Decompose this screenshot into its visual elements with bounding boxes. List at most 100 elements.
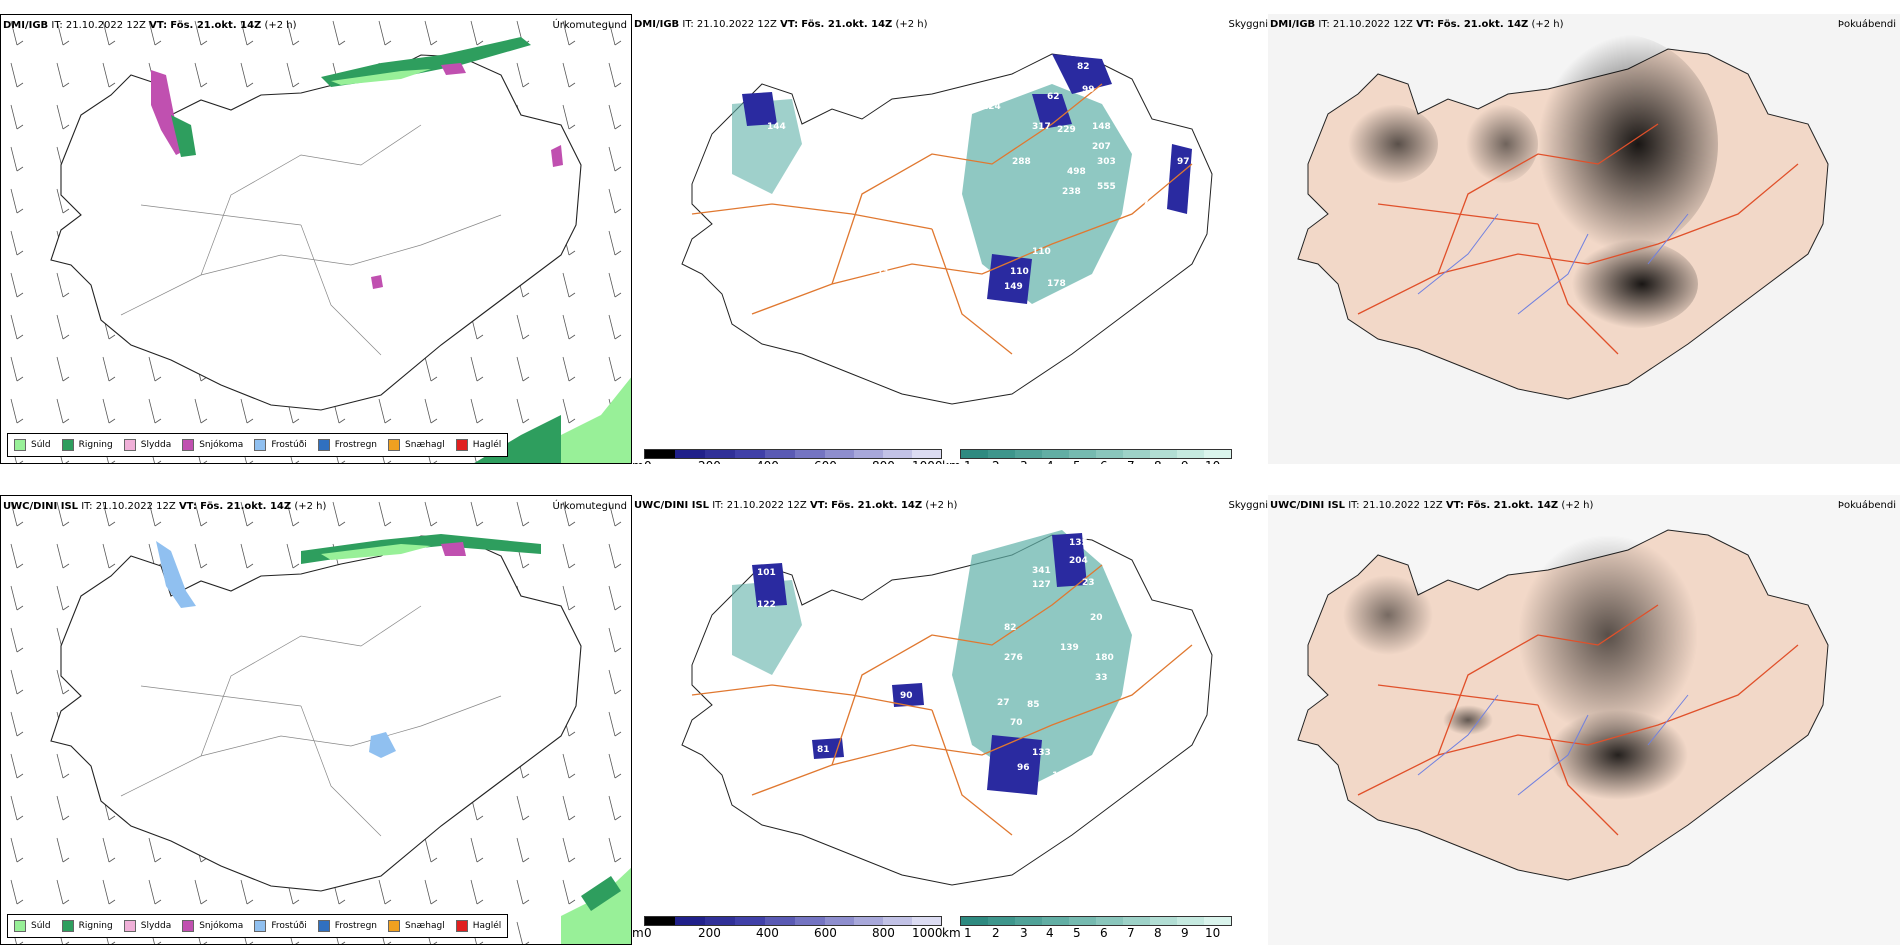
offset: (+2 h): [925, 500, 958, 511]
legend-item: Slydda: [123, 439, 171, 451]
legend-swatch: [455, 920, 468, 932]
vis-label: 204: [1069, 556, 1088, 566]
vis-label: 135: [1069, 538, 1088, 548]
fog-map-uwc: [1268, 495, 1900, 945]
fog-header-dmi: DMI/IGB IT: 21.10.2022 12Z VT: Fös. 21.o…: [1270, 19, 1564, 30]
model-name: DMI/IGB: [634, 19, 680, 30]
vis-header-uwc: UWC/DINI ISL IT: 21.10.2022 12Z VT: Fös.…: [634, 500, 957, 511]
iceland-outline: [50, 535, 582, 892]
it-label: IT:: [81, 501, 93, 512]
legend-swatch: [123, 920, 136, 932]
fog-area-southeast: [1558, 239, 1698, 329]
vis-label: 498: [1067, 167, 1086, 177]
fog-header-uwc: UWC/DINI ISL IT: 21.10.2022 12Z VT: Fös.…: [1270, 500, 1593, 511]
legend-item: Haglél: [455, 439, 501, 451]
vis-label: 82: [1077, 62, 1090, 72]
scale-tick: 5: [1073, 459, 1081, 464]
vis-label: 62: [1047, 92, 1060, 102]
vis-label: 71: [1172, 247, 1185, 257]
vis-panel-dmi: 82 97 62 99 124 59 144 317 229 148 300 2…: [632, 14, 1268, 464]
scale-tick: 7: [1127, 459, 1135, 464]
vis-label: 121: [1062, 300, 1081, 310]
low-vis-patch: [1167, 144, 1192, 214]
vis-label: 99: [722, 227, 735, 237]
scale-unit-m: m: [632, 459, 644, 464]
fog-area-central: [1443, 705, 1493, 735]
roads: [691, 83, 1193, 355]
legend-item: Súld: [14, 439, 51, 451]
scale-unit-km: km: [942, 459, 961, 464]
teal-field: [962, 84, 1132, 304]
teal-field: [952, 530, 1132, 785]
it-value: 21.10.2022 12Z: [696, 19, 777, 30]
legend-swatch: [388, 920, 401, 932]
vis-label: 229: [1057, 125, 1076, 135]
it-label: IT:: [1348, 500, 1360, 511]
vis-label: 20: [1090, 613, 1103, 623]
vis-value-labels: 135 204 341 23 127 30 101 122 82 20 139 …: [757, 538, 1165, 781]
vis-label: 110: [1032, 247, 1051, 257]
vis-label: 82: [1004, 623, 1017, 633]
scale-strip-m: [644, 449, 942, 459]
scale-tick: 10: [1205, 926, 1221, 940]
scale-tick: 600: [814, 926, 837, 940]
scale-tick: 3: [1020, 926, 1028, 940]
vis-label: 303: [1097, 157, 1116, 167]
vis-label: 85: [1027, 700, 1040, 710]
drizzle-band-north: [321, 544, 431, 560]
scale-tick: 10: [1205, 459, 1220, 464]
rain-band-north: [301, 534, 541, 564]
low-vis-patch: [752, 563, 787, 607]
offset: (+2 h): [1561, 500, 1594, 511]
model-name: UWC/DINI ISL: [634, 500, 710, 511]
scale-tick: 200: [698, 926, 721, 940]
it-value: 21.10.2022 12Z: [95, 501, 176, 512]
vis-label: 81: [817, 745, 830, 755]
vis-label: 149: [1004, 282, 1023, 292]
fog-map-dmi: [1268, 14, 1900, 464]
vis-label: 7: [902, 147, 908, 157]
vis-label: 207: [1092, 142, 1111, 152]
vis-label: 23: [1082, 578, 1095, 588]
precip-header-dmi: DMI/IGB IT: 21.10.2022 12Z VT: Fös. 21.o…: [3, 20, 297, 31]
vt-value: Fös. 21.okt. 14Z: [200, 501, 292, 512]
vis-title-uwc: Skyggni: [1228, 500, 1268, 511]
vt-label: VT:: [1445, 500, 1464, 511]
vis-label: 144: [767, 122, 786, 132]
vt-label: VT:: [780, 19, 799, 30]
legend-swatch: [61, 920, 74, 932]
vis-label: 110: [1010, 267, 1029, 277]
legend-item: Frostúði: [254, 439, 307, 451]
scale-tick: 6: [1100, 459, 1108, 464]
vis-label: 182: [1052, 771, 1071, 781]
vis-label: 38: [1172, 217, 1185, 227]
vt-value: Fös. 21.okt. 14Z: [831, 500, 923, 511]
legend-swatch: [317, 920, 330, 932]
vis-label: 141: [727, 239, 746, 249]
legend-item: Rigning: [61, 439, 113, 451]
precip-legend-uwc: Súld Rigning Slydda Snjókoma Frostúði Fr…: [7, 914, 509, 938]
model-name: DMI/IGB: [1270, 19, 1316, 30]
vt-value: Fös. 21.okt. 14Z: [1467, 500, 1559, 511]
vt-label: VT:: [149, 20, 168, 31]
fog-panel-dmi: DMI/IGB IT: 21.10.2022 12Z VT: Fös. 21.o…: [1268, 14, 1900, 464]
scale-tick: 800: [872, 926, 895, 940]
vt-value: Fös. 21.okt. 14Z: [801, 19, 893, 30]
vis-label: 341: [1032, 566, 1051, 576]
scale-tick: 3: [1020, 459, 1028, 464]
it-value: 21.10.2022 12Z: [1362, 500, 1443, 511]
vt-value: Fös. 21.okt. 14Z: [1437, 19, 1529, 30]
precip-panel-dmi: DMI/IGB IT: 21.10.2022 12Z VT: Fös. 21.o…: [0, 14, 632, 464]
scale-tick: 2: [992, 926, 1000, 940]
vis-label: 166: [712, 177, 731, 187]
vis-scale-km: km 1 2 3 4 5 6 7 8 9 10: [942, 449, 1232, 464]
rain-patch-southeast: [542, 377, 631, 463]
low-vis-patch: [1052, 54, 1112, 94]
fog-area-northeast: [1518, 535, 1698, 735]
vis-label: 133: [1032, 748, 1051, 758]
rain-patch-westfjords: [171, 115, 196, 157]
legend-swatch: [254, 439, 267, 451]
low-vis-patch: [1052, 533, 1087, 587]
vis-scale-m: m 0 200 400 600 800 1000: [632, 449, 943, 464]
vis-scale-m: m 0 200 400 600 800 1000: [632, 916, 943, 940]
